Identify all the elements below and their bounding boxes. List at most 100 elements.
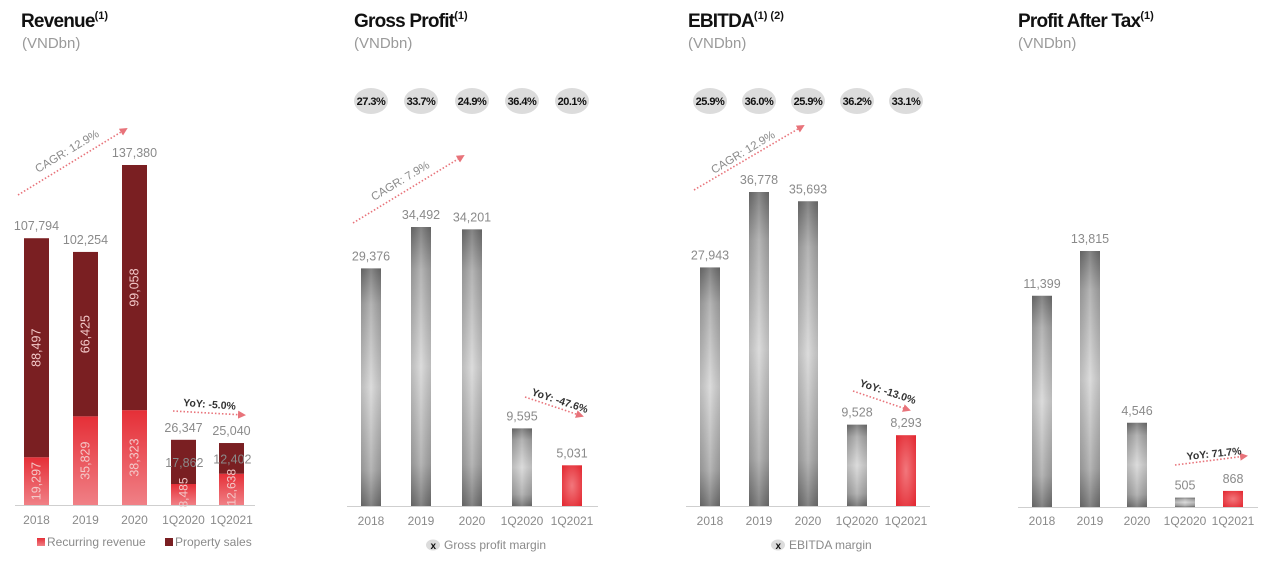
category-label: 1Q2021 <box>1212 514 1255 528</box>
bar-shade <box>411 227 431 506</box>
highlight-bar <box>1223 490 1243 507</box>
bar-shade <box>700 267 720 506</box>
ebitda-title-text: EBITDA <box>688 11 755 32</box>
recurring-revenue-bar <box>219 473 244 505</box>
pat-title-note: (1) <box>1140 10 1154 22</box>
revenue-chart: 107,794 2018 19,297 88,497 102,254 2019 35,829… <box>14 127 255 549</box>
margin-label: 24.9% <box>458 96 487 108</box>
property-value-label: 66,425 <box>79 315 93 353</box>
margin-pill <box>742 88 776 114</box>
margin-label: 25.9% <box>794 96 823 108</box>
property-sales-bar <box>24 238 49 458</box>
margin-pill <box>404 88 438 114</box>
value-label: 8,293 <box>890 416 921 430</box>
gross-profit-title: Gross Profit(1) <box>354 10 468 33</box>
ebitda-panel: EBITDA(1) (2) (VNDbn) <box>670 0 970 564</box>
value-label: 9,595 <box>506 409 537 423</box>
pat-unit: (VNDbn) <box>1018 35 1077 52</box>
bar-shade <box>749 192 769 506</box>
yoy-label: YoY: -5.0% <box>183 397 237 413</box>
legend-swatch-recurring <box>37 538 45 546</box>
category-label: 1Q2020 <box>501 514 544 528</box>
property-sales-bar <box>171 439 196 485</box>
margin-label: 33.1% <box>892 96 921 108</box>
legend-label: Gross profit margin <box>444 538 546 552</box>
highlight-bar <box>562 465 582 506</box>
revenue-title-text: Revenue <box>21 11 95 32</box>
category-label: 2018 <box>358 514 385 528</box>
property-sales-bar <box>122 164 147 411</box>
property-sales-bar <box>219 443 244 474</box>
bar-shade <box>1032 295 1052 507</box>
cagr-label: CAGR: 12.9% <box>709 129 777 176</box>
revenue-unit: (VNDbn) <box>22 35 81 52</box>
pat-panel: Profit After Tax(1) (VNDbn) <box>1000 0 1280 564</box>
yoy-arrow <box>1174 452 1248 466</box>
property-value-label: 12,402 <box>213 452 251 466</box>
bar-shade <box>1127 422 1147 507</box>
value-label: 4,546 <box>1121 404 1152 418</box>
cagr-label: CAGR: 12.9% <box>33 128 101 175</box>
margin-label: 25.9% <box>696 96 725 108</box>
legend-margin-marker <box>426 539 440 551</box>
ebitda-unit: (VNDbn) <box>688 35 747 52</box>
category-label: 2020 <box>795 514 822 528</box>
category-label: 1Q2021 <box>551 514 594 528</box>
cagr-arrow <box>17 127 128 196</box>
category-label: 2018 <box>23 513 50 527</box>
bar-shade <box>462 229 482 506</box>
property-value-label: 88,497 <box>30 329 44 367</box>
pat-title: Profit After Tax(1) <box>1018 10 1154 33</box>
yoy-arrow <box>852 390 911 412</box>
bar-shade <box>512 428 532 506</box>
ebitda-chart: 27,943 2018 25.9% 36,778 2019 36.0% 35,693 2020… <box>686 88 930 552</box>
pat-chart: 11,399 2018 13,815 2019 4,546 2020 505 1Q2020 86… <box>1018 232 1258 528</box>
value-label: 29,376 <box>352 249 390 263</box>
legend-marker-x: x <box>775 541 781 552</box>
legend-label-recurring: Recurring revenue <box>47 535 146 549</box>
property-value-label: 99,058 <box>128 268 142 306</box>
property-sales-bar <box>73 251 98 417</box>
gross-profit-title-text: Gross Profit <box>354 11 455 32</box>
value-label: 27,943 <box>691 248 729 262</box>
bar-shade <box>798 201 818 506</box>
legend-swatch-property <box>165 538 173 546</box>
yoy-arrow <box>172 410 246 419</box>
category-label: 1Q2020 <box>162 513 205 527</box>
margin-label: 36.4% <box>508 96 537 108</box>
total-label: 25,040 <box>212 424 250 438</box>
property-value-label: 17,862 <box>165 456 203 470</box>
category-label: 2018 <box>1029 514 1056 528</box>
category-label: 2020 <box>1124 514 1151 528</box>
revenue-title: Revenue(1) <box>21 10 108 33</box>
gross-profit-chart: 29,376 2018 27.3% 34,492 2019 33.7% 34,201 2020… <box>347 88 598 552</box>
recurring-value-label: 38,323 <box>128 438 142 476</box>
recurring-revenue-bar <box>73 416 98 505</box>
total-label: 107,794 <box>14 219 59 233</box>
margin-label: 33.7% <box>407 96 436 108</box>
ebitda-title-note: (1) (2) <box>753 10 784 22</box>
legend-margin-marker <box>771 539 785 551</box>
category-label: 2019 <box>408 514 435 528</box>
legend-marker-x: x <box>430 541 436 552</box>
value-label: 5,031 <box>556 446 587 460</box>
revenue-title-note: (1) <box>94 10 109 22</box>
margin-pill <box>791 88 825 114</box>
margin-pill <box>555 88 589 114</box>
margin-label: 36.2% <box>843 96 872 108</box>
recurring-revenue-bar <box>24 457 49 505</box>
category-label: 1Q2021 <box>210 513 253 527</box>
yoy-label: YoY: 71.7% <box>1186 445 1243 463</box>
cagr-arrow <box>352 154 465 224</box>
margin-label: 36.0% <box>745 96 774 108</box>
total-label: 102,254 <box>63 233 108 247</box>
recurring-value-label: 8,485 <box>177 477 191 507</box>
value-label: 11,399 <box>1023 277 1060 291</box>
gross-profit-title-note: (1) <box>454 10 468 22</box>
category-label: 2019 <box>746 514 773 528</box>
margin-label: 20.1% <box>558 96 587 108</box>
cagr-arrow <box>693 124 805 191</box>
gross-profit-panel: Gross Profit(1) (VNDbn) <box>340 0 640 564</box>
value-label: 34,492 <box>402 208 440 222</box>
